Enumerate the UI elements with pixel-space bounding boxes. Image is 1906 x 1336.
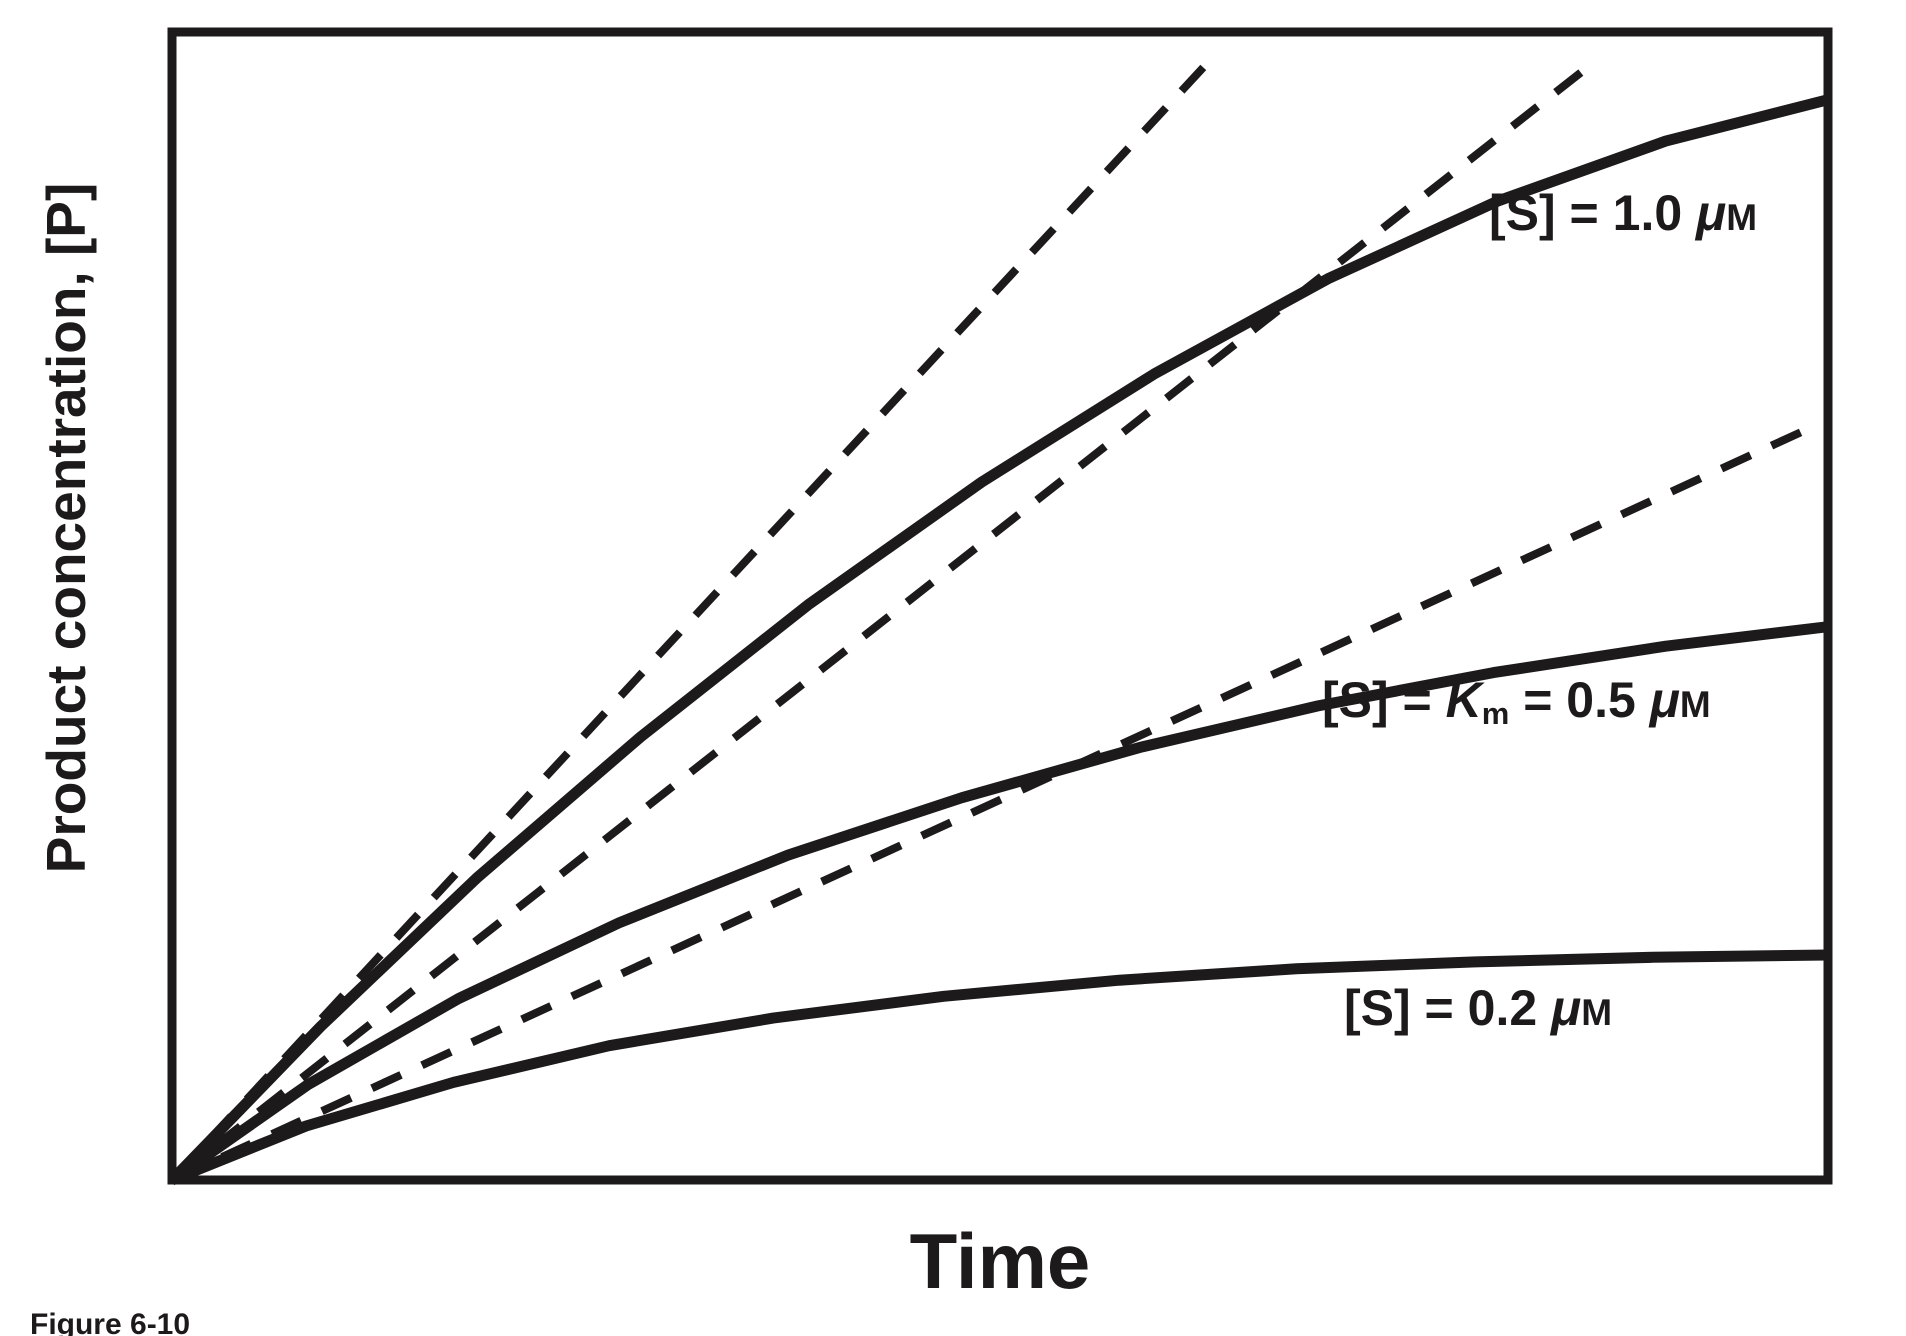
progress-curve-line bbox=[168, 94, 1830, 1184]
progress-curve-line bbox=[168, 621, 1829, 1185]
series-label-text: [S] = 0.2 bbox=[1344, 980, 1552, 1036]
series-label-text: [S] = 1.0 bbox=[1489, 185, 1697, 241]
x-axis-label: Time bbox=[909, 1217, 1091, 1305]
plot-border bbox=[167, 27, 1833, 1185]
y-axis-label: Product concentration, [P] bbox=[35, 182, 97, 874]
initial-velocity-tangent-line bbox=[169, 58, 1597, 1184]
km-symbol: K bbox=[1445, 672, 1482, 728]
mu-symbol: μ bbox=[1696, 185, 1727, 241]
km-subscript: m bbox=[1481, 695, 1510, 731]
progress-curve-line bbox=[169, 949, 1829, 1186]
initial-velocity-tangent-line bbox=[169, 62, 1209, 1183]
series-label-text: [S] = bbox=[1322, 672, 1446, 728]
series-label-text: = 0.5 bbox=[1509, 672, 1650, 728]
mu-symbol: μ bbox=[1649, 672, 1680, 728]
mu-symbol: μ bbox=[1551, 980, 1582, 1036]
curves-layer bbox=[168, 58, 1830, 1186]
molar-unit: M bbox=[1726, 197, 1758, 238]
molar-unit: M bbox=[1679, 684, 1711, 725]
series-label-0.2uM: [S] = 0.2 μM bbox=[1344, 981, 1612, 1039]
series-label-1.0uM: [S] = 1.0 μM bbox=[1489, 186, 1757, 244]
figure-caption: Figure 6-10 bbox=[30, 1308, 191, 1336]
initial-velocity-tangent-line bbox=[170, 426, 1807, 1184]
molar-unit: M bbox=[1581, 992, 1613, 1033]
series-label-0.5uM: [S] = Km = 0.5 μM bbox=[1322, 673, 1711, 731]
